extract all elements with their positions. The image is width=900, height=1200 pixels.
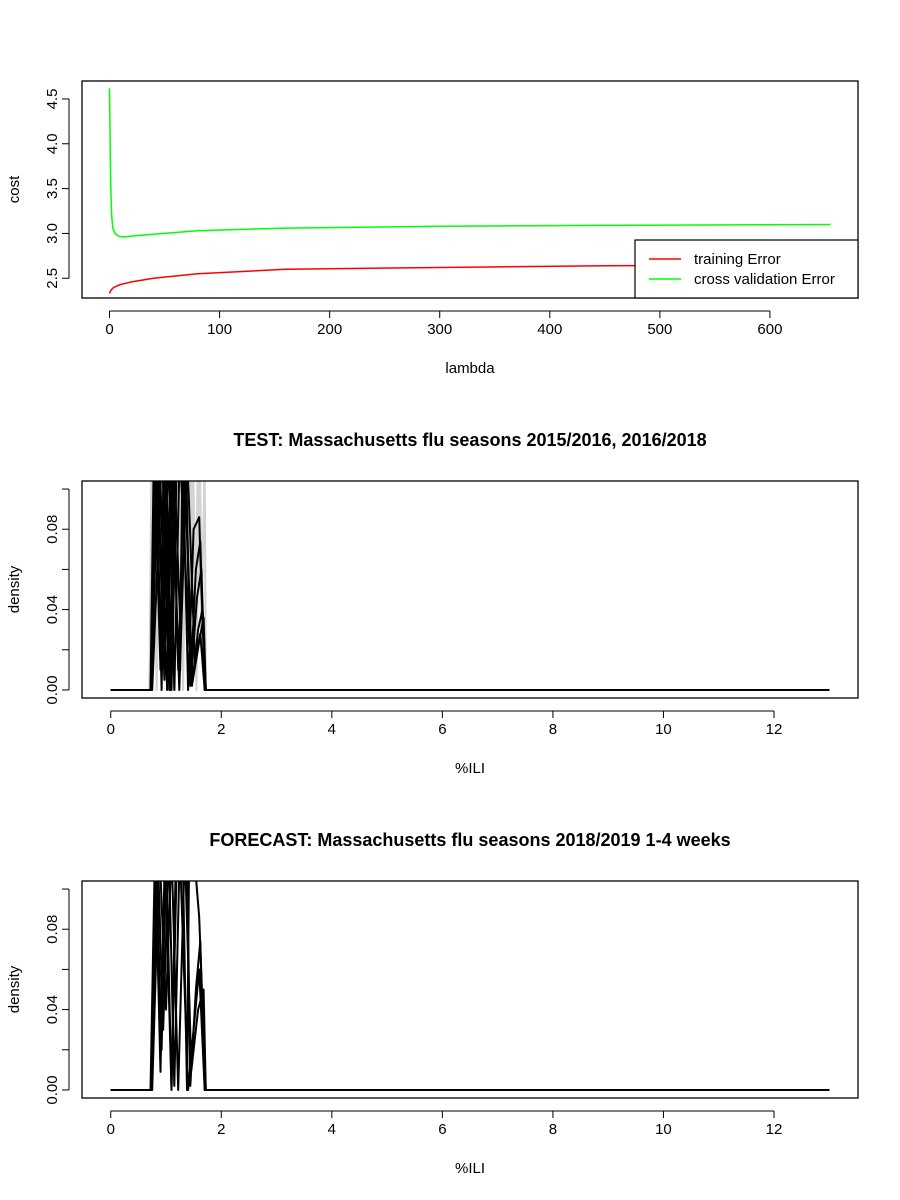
- chart-title: TEST: Massachusetts flu seasons 2015/201…: [233, 430, 706, 450]
- series-line-1: [110, 881, 830, 1091]
- x-tick-label: 600: [757, 321, 782, 338]
- series-group: [110, 481, 830, 691]
- x-tick-label: 0: [107, 721, 115, 738]
- series-group: [110, 881, 830, 1091]
- y-tick-label: 0.00: [44, 1075, 61, 1104]
- x-tick-label: 12: [766, 721, 783, 738]
- series-line-4: [110, 481, 830, 691]
- x-tick-label: 0: [107, 1121, 115, 1138]
- series-line-5: [110, 481, 830, 691]
- y-tick-label: 0.00: [44, 675, 61, 704]
- x-tick-label: 8: [549, 721, 557, 738]
- legend: training Error cross validation Error: [634, 239, 859, 299]
- legend-entry-1: training Error: [694, 251, 781, 268]
- series-line-4: [110, 881, 830, 1091]
- series-line-1: [108, 264, 831, 294]
- x-tick-label: 6: [438, 721, 446, 738]
- x-tick-label: 4: [328, 1121, 336, 1138]
- x-tick-label: 500: [647, 321, 672, 338]
- series-line-2: [110, 481, 830, 691]
- x-axis-title: %ILI: [455, 1160, 485, 1177]
- y-tick-label: 3.5: [44, 178, 61, 199]
- x-tick-label: 6: [438, 1121, 446, 1138]
- legend-box: [634, 239, 859, 299]
- series-line-8: [110, 481, 830, 691]
- x-tick-label: 10: [655, 721, 672, 738]
- series-line-2: [108, 88, 831, 238]
- x-tick-label: 4: [328, 721, 336, 738]
- chart-panel-3: FORECAST: Massachusetts flu seasons 2018…: [6, 830, 859, 1177]
- series-line-3: [110, 881, 830, 1091]
- x-tick-label: 200: [317, 321, 342, 338]
- x-tick-label: 0: [105, 321, 113, 338]
- y-axis-title: density: [6, 965, 23, 1013]
- y-tick-label: 2.5: [44, 268, 61, 289]
- chart-panel-1: 0 100 200 300 400 500 600 lambda 2.5 3.0 3.5 4.0 4.5…: [6, 80, 859, 377]
- y-axis-title: cost: [6, 175, 23, 203]
- series-line-7: [110, 481, 830, 691]
- series-line-3: [110, 481, 830, 691]
- chart-panel-2: TEST: Massachusetts flu seasons 2015/201…: [6, 430, 859, 777]
- x-tick-label: 300: [427, 321, 452, 338]
- y-tick-label: 0.08: [44, 915, 61, 944]
- y-tick-label: 3.0: [44, 223, 61, 244]
- y-tick-label: 4.0: [44, 133, 61, 154]
- x-tick-label: 8: [549, 1121, 557, 1138]
- series-line-6: [110, 481, 830, 691]
- x-axis-title: %ILI: [455, 760, 485, 777]
- x-tick-label: 400: [537, 321, 562, 338]
- plot-frame: [81, 480, 859, 699]
- x-tick-label: 100: [207, 321, 232, 338]
- series-line-1: [110, 481, 830, 691]
- x-axis-title: lambda: [445, 360, 495, 377]
- plot-frame: [81, 80, 859, 299]
- chart-title: FORECAST: Massachusetts flu seasons 2018…: [209, 830, 730, 850]
- y-tick-label: 0.08: [44, 515, 61, 544]
- plot-frame: [81, 880, 859, 1099]
- x-tick-label: 12: [766, 1121, 783, 1138]
- series-group: [108, 88, 831, 294]
- y-tick-label: 0.04: [44, 995, 61, 1024]
- y-tick-label: 0.04: [44, 595, 61, 624]
- x-tick-label: 2: [217, 721, 225, 738]
- x-tick-label: 10: [655, 1121, 672, 1138]
- y-tick-label: 4.5: [44, 89, 61, 110]
- x-tick-label: 2: [217, 1121, 225, 1138]
- legend-entry-2: cross validation Error: [694, 271, 835, 288]
- y-axis-title: density: [6, 565, 23, 613]
- series-line-2: [110, 881, 830, 1091]
